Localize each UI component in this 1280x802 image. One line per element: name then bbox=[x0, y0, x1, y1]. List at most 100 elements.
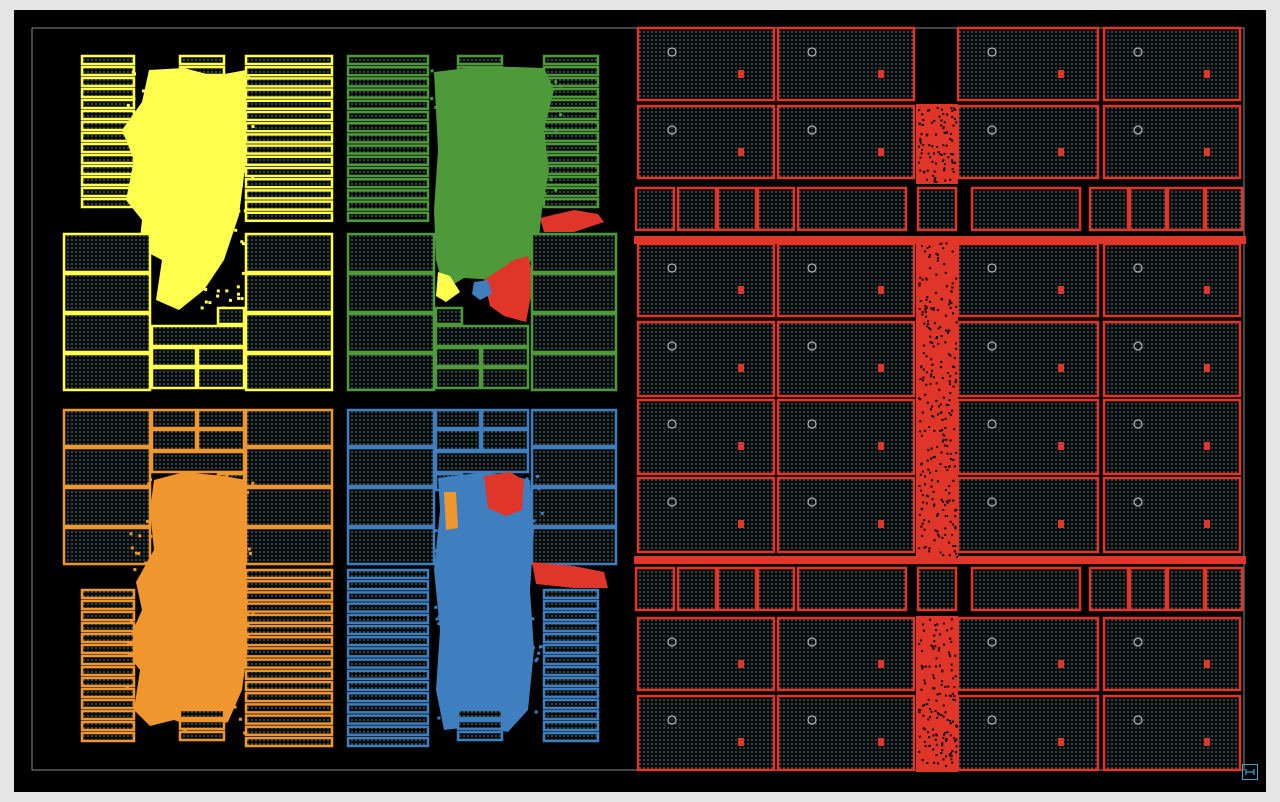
pin-marker bbox=[1133, 637, 1143, 647]
cell-dot bbox=[927, 449, 930, 452]
memory-row bbox=[542, 643, 600, 655]
sram-macro bbox=[1102, 398, 1242, 476]
cell-dot bbox=[154, 610, 158, 614]
cell-dot bbox=[946, 131, 949, 134]
cell-dot bbox=[212, 546, 216, 550]
cell-dot bbox=[946, 515, 949, 518]
cell-dot bbox=[920, 525, 923, 528]
cell-dot bbox=[465, 210, 469, 214]
layout-canvas[interactable] bbox=[14, 10, 1266, 792]
cell-dot bbox=[508, 659, 512, 663]
cell-dot bbox=[930, 121, 933, 124]
cell-dot bbox=[518, 666, 522, 670]
sram-macro bbox=[956, 242, 1100, 318]
cell-dot bbox=[918, 708, 921, 711]
cell-dot bbox=[507, 664, 511, 668]
memory-row bbox=[80, 698, 136, 710]
cell-dot bbox=[944, 489, 947, 492]
cell-dot bbox=[942, 715, 945, 718]
macro-glyph bbox=[878, 364, 884, 372]
cell-dot bbox=[220, 138, 224, 142]
cell-dot bbox=[923, 528, 926, 531]
cell-dot bbox=[143, 485, 147, 489]
cell-dot bbox=[925, 494, 928, 497]
cell-dot bbox=[208, 498, 212, 502]
cell-dot bbox=[203, 668, 207, 672]
cell-dot bbox=[945, 438, 948, 441]
cell-dot bbox=[499, 577, 503, 581]
cell-dot bbox=[146, 103, 150, 107]
cell-dot bbox=[953, 686, 956, 689]
memory-row bbox=[244, 624, 334, 636]
cell-dot bbox=[166, 636, 170, 640]
cell-dot bbox=[955, 745, 958, 748]
cell-dot bbox=[473, 611, 477, 615]
cell-dot bbox=[940, 242, 943, 245]
cell-dot bbox=[953, 465, 956, 468]
sram-macro bbox=[956, 616, 1100, 692]
cell-dot bbox=[936, 309, 939, 312]
cell-dot bbox=[519, 157, 523, 161]
cell-dot bbox=[137, 552, 141, 556]
cell-dot bbox=[216, 175, 220, 179]
cell-dot bbox=[486, 256, 490, 260]
cell-dot bbox=[932, 748, 935, 751]
macro-block bbox=[480, 408, 530, 430]
macro-glyph bbox=[1058, 442, 1064, 450]
pin-marker bbox=[987, 341, 997, 351]
cell-dot bbox=[508, 696, 512, 700]
cell-dot bbox=[921, 411, 924, 414]
cell-dot bbox=[919, 142, 922, 145]
cell-dot bbox=[219, 494, 223, 498]
cell-dot bbox=[935, 754, 938, 757]
memory-row bbox=[346, 736, 430, 748]
cell-dot bbox=[941, 418, 944, 421]
cell-dot bbox=[937, 649, 940, 652]
cell-dot bbox=[208, 301, 212, 305]
cell-dot bbox=[932, 456, 935, 459]
cell-dot bbox=[950, 640, 953, 643]
pin-marker bbox=[987, 497, 997, 507]
cell-dot bbox=[948, 399, 951, 402]
cell-dot bbox=[951, 692, 954, 695]
cell-dot bbox=[213, 248, 217, 252]
small-block bbox=[970, 566, 1082, 612]
cell-dot bbox=[919, 489, 922, 492]
cell-dot bbox=[931, 405, 934, 408]
cell-dot bbox=[943, 163, 946, 166]
macro-block bbox=[346, 408, 436, 448]
cell-dot bbox=[935, 252, 938, 255]
small-block bbox=[756, 566, 796, 612]
cell-dot bbox=[936, 530, 939, 533]
small-block bbox=[634, 566, 676, 612]
cell-dot bbox=[935, 657, 938, 660]
cell-dot bbox=[450, 572, 454, 576]
cell-dot bbox=[184, 569, 188, 573]
cell-dot bbox=[953, 357, 956, 360]
cell-dot bbox=[951, 534, 954, 537]
cell-dot bbox=[924, 305, 927, 308]
macro-glyph bbox=[878, 442, 884, 450]
cell-dot bbox=[494, 94, 498, 98]
cell-dot bbox=[439, 587, 443, 591]
cell-dot bbox=[534, 659, 538, 663]
cell-dot bbox=[949, 138, 952, 141]
memory-row bbox=[80, 599, 136, 611]
cell-dot bbox=[932, 376, 935, 379]
macro-block bbox=[62, 352, 152, 392]
macro-block bbox=[480, 366, 530, 390]
cell-dot bbox=[950, 409, 953, 412]
cell-dot bbox=[949, 439, 952, 442]
cell-dot bbox=[920, 245, 923, 248]
macro-block bbox=[62, 526, 152, 566]
cell-dot bbox=[930, 358, 933, 361]
cell-dot bbox=[920, 664, 923, 667]
cell-dot bbox=[525, 477, 529, 481]
fit-view-button[interactable] bbox=[1242, 764, 1258, 780]
cell-dot bbox=[928, 547, 931, 550]
cell-dot bbox=[219, 76, 223, 80]
cell-dot bbox=[446, 79, 450, 83]
cell-dot bbox=[173, 174, 177, 178]
cell-dot bbox=[922, 119, 925, 122]
sram-macro bbox=[956, 398, 1100, 476]
